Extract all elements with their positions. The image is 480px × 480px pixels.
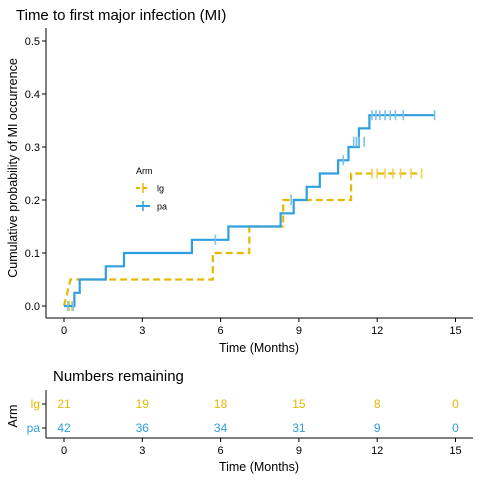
risk-x-tick-label: 6	[218, 445, 224, 457]
risk-row-label-pa: pa	[27, 421, 41, 435]
main-x-tick-label: 6	[218, 325, 224, 337]
legend: Arm lg pa	[136, 166, 167, 212]
risk-value-pa: 31	[292, 421, 306, 435]
series-line-pa	[64, 114, 435, 308]
main-x-tick-label: 12	[371, 325, 383, 337]
risk-table-x-label: Time (Months)	[219, 460, 299, 474]
risk-value-lg: 8	[374, 397, 381, 411]
risk-value-pa: 0	[452, 421, 459, 435]
risk-value-pa: 36	[136, 421, 150, 435]
risk-x-tick-label: 12	[371, 445, 383, 457]
risk-row-label-lg: lg	[31, 397, 40, 411]
main-y-tick-label: 0.2	[25, 195, 40, 207]
risk-value-lg: 19	[136, 397, 150, 411]
main-chart-title: Time to first major infection (MI)	[16, 7, 226, 24]
legend-label-pa: pa	[157, 202, 167, 212]
risk-table-axes: 0 3 6 9 12 15	[45, 390, 473, 457]
main-x-tick-label: 15	[449, 325, 461, 337]
risk-value-pa: 9	[374, 421, 381, 435]
main-series	[62, 110, 436, 311]
main-y-tick-label: 0.0	[25, 301, 40, 313]
risk-value-pa: 34	[214, 421, 228, 435]
main-x-tick-label: 0	[61, 325, 67, 337]
risk-value-pa: 42	[57, 421, 71, 435]
main-y-tick-label: 0.4	[25, 89, 40, 101]
risk-table-rows: lg 21 19 18 15 8 0 pa 42 36 34 31 9 0	[27, 397, 460, 435]
risk-table-y-label: Arm	[6, 405, 20, 428]
main-y-tick-label: 0.1	[25, 248, 40, 260]
main-y-axis-label: Cumulative probability of MI occurrence	[6, 58, 20, 278]
risk-value-lg: 15	[292, 397, 306, 411]
risk-value-lg: 18	[214, 397, 228, 411]
risk-table-title: Numbers remaining	[53, 368, 184, 385]
main-x-axis-label: Time (Months)	[219, 341, 299, 355]
risk-value-lg: 0	[452, 397, 459, 411]
legend-label-lg: lg	[157, 184, 164, 194]
main-x-tick-label: 9	[296, 325, 302, 337]
legend-title: Arm	[136, 166, 153, 176]
main-y-tick-label: 0.3	[25, 142, 40, 154]
risk-x-tick-label: 0	[61, 445, 67, 457]
risk-value-lg: 21	[57, 397, 71, 411]
main-y-tick-label: 0.5	[25, 36, 40, 48]
main-axes: 0 3 6 9 12 15 0.0 0.1 0.2 0.3 0.4 0.5	[25, 28, 473, 337]
risk-x-tick-label: 9	[296, 445, 302, 457]
risk-x-tick-label: 15	[449, 445, 461, 457]
risk-x-tick-label: 3	[139, 445, 145, 457]
series-line-lg	[62, 172, 422, 307]
main-x-tick-label: 3	[139, 325, 145, 337]
